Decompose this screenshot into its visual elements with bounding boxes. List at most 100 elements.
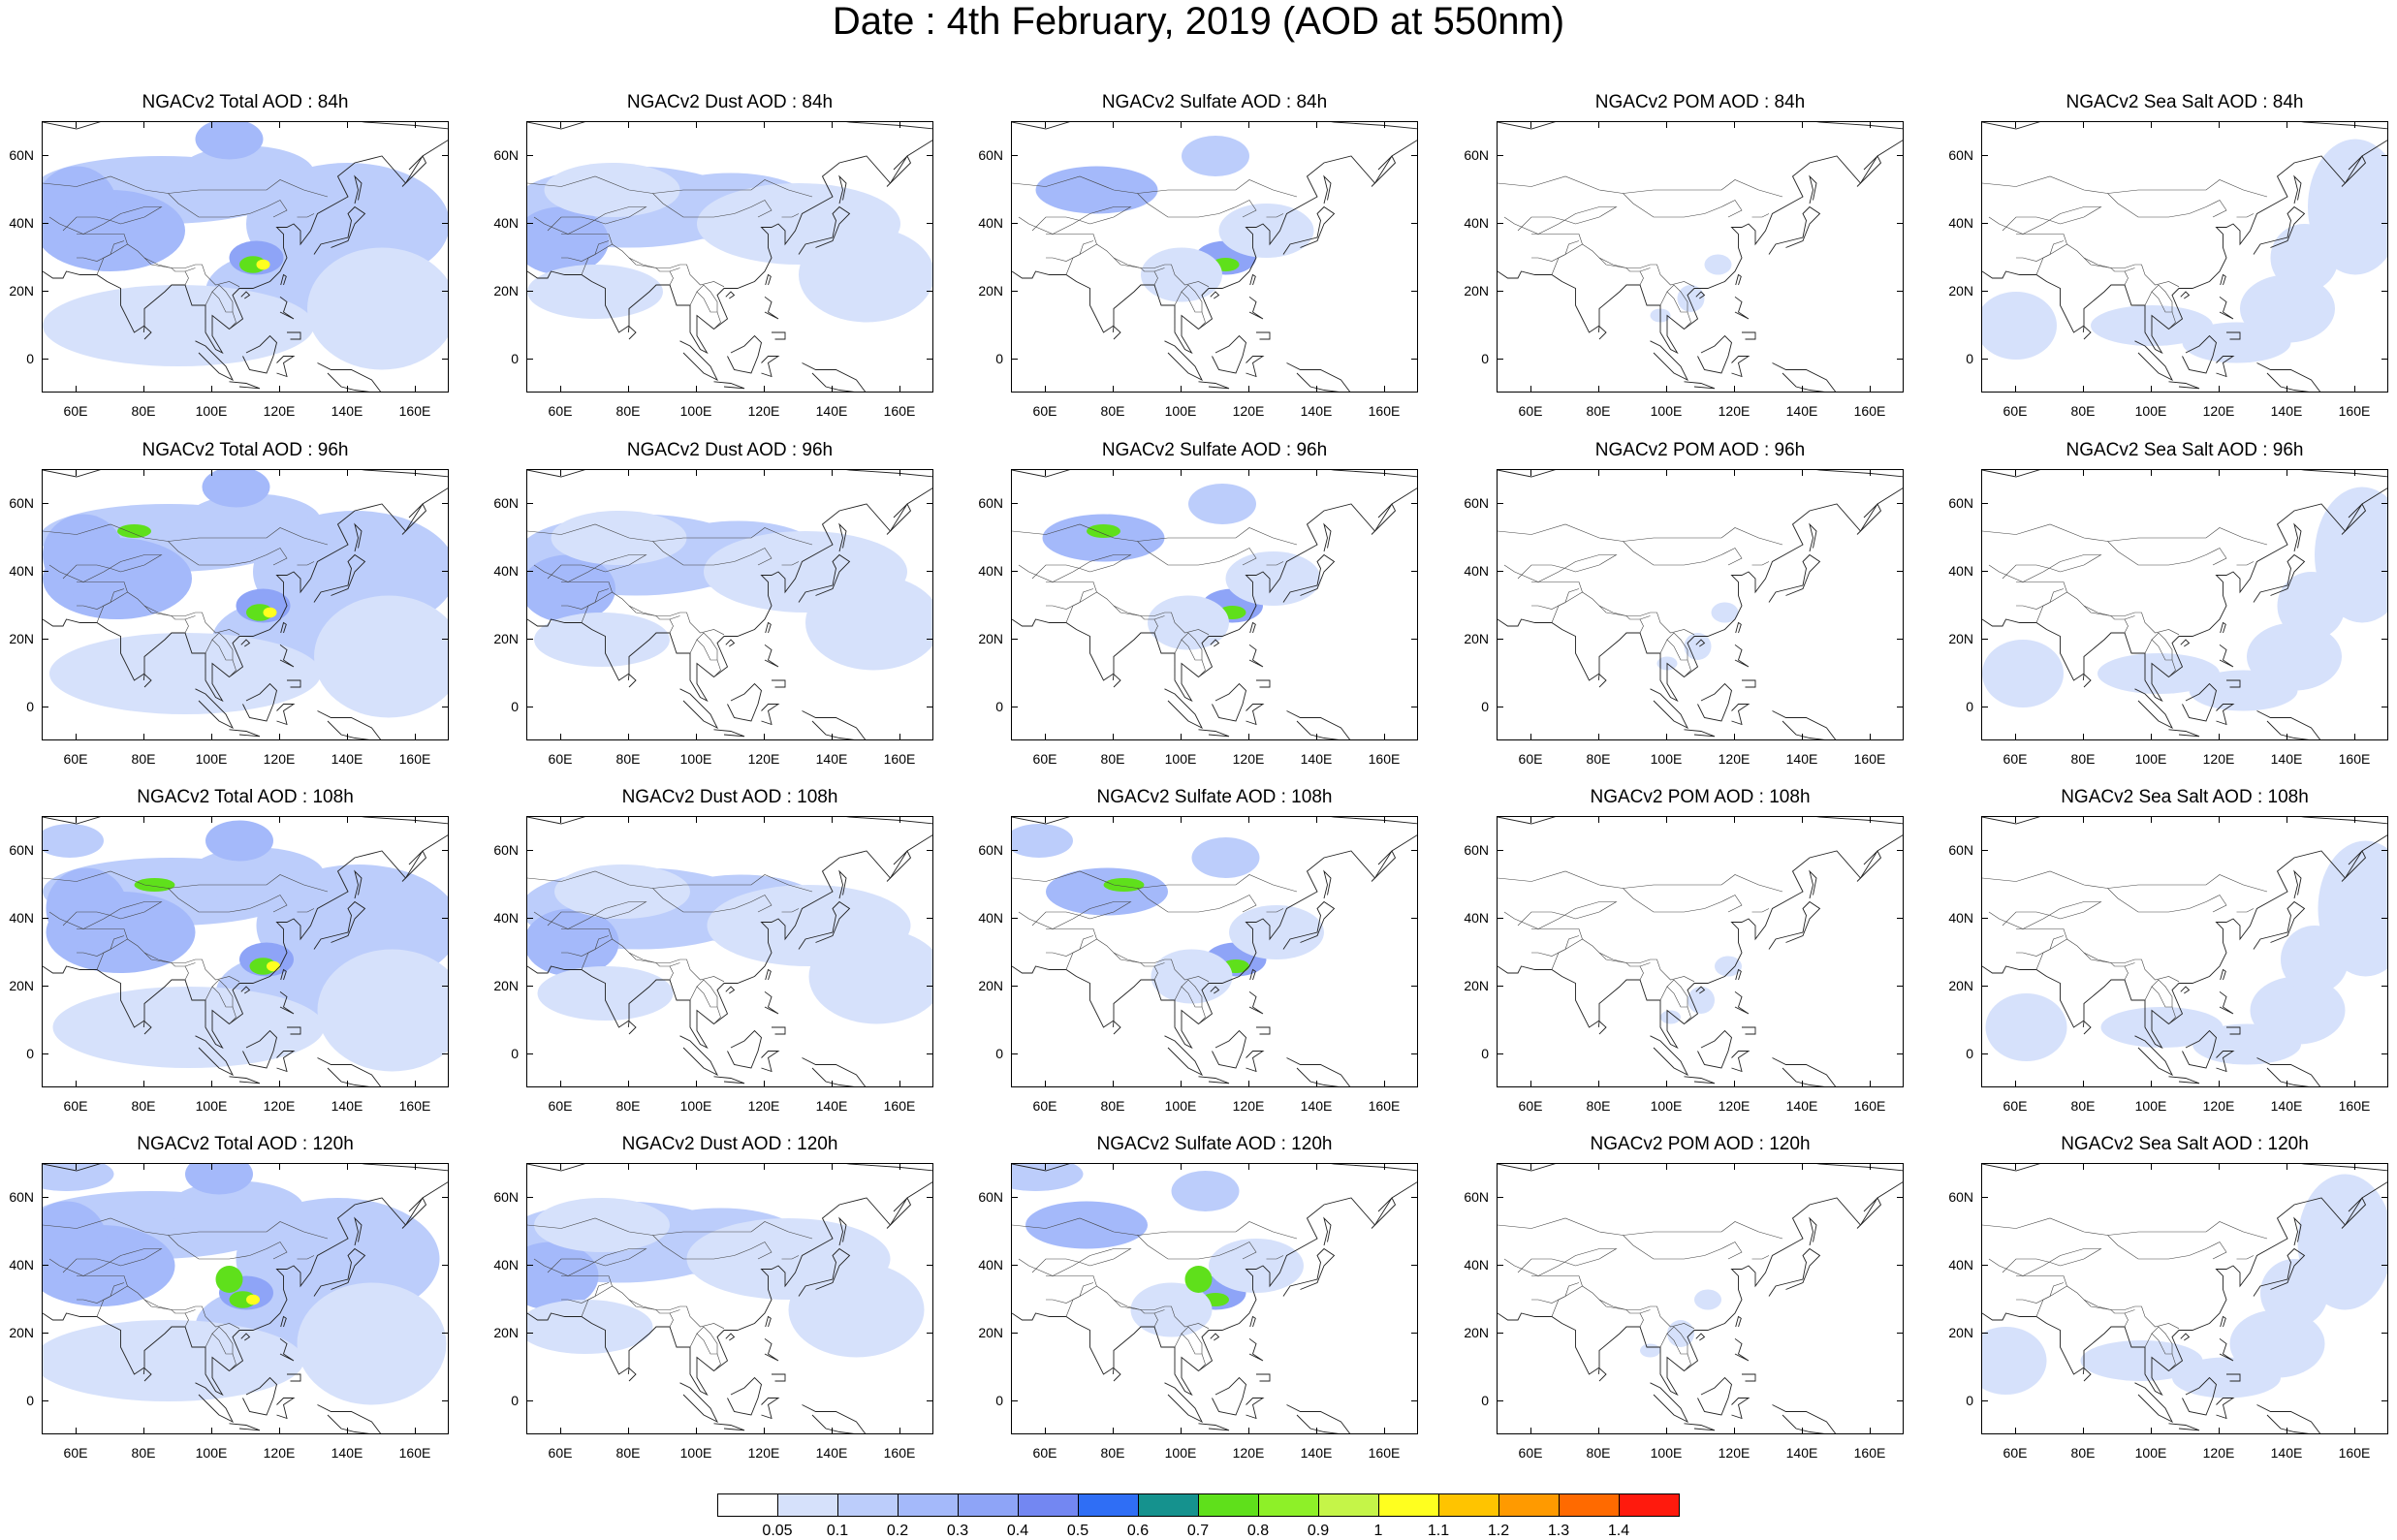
- lat-tick-label: 20N: [1464, 978, 1489, 993]
- lon-tick-label: 160E: [398, 403, 431, 419]
- country-border: [1551, 243, 1583, 275]
- lon-tick-label: 60E: [63, 751, 88, 767]
- lon-tick-label: 120E: [1232, 1098, 1265, 1114]
- coastline: [886, 850, 912, 882]
- country-border: [43, 523, 329, 546]
- country-border: [527, 1217, 813, 1240]
- lon-tick: [1384, 816, 1385, 823]
- lat-tick: [1497, 223, 1503, 224]
- lon-tick: [1248, 121, 1249, 128]
- lon-tick: [1045, 1081, 1046, 1087]
- aod-field: [1229, 905, 1324, 959]
- coastline: [679, 340, 719, 382]
- lon-tick: [1734, 121, 1735, 128]
- lat-tick: [442, 1265, 449, 1266]
- lon-tick-label: 60E: [2003, 1445, 2028, 1461]
- coastline: [2082, 1020, 2092, 1035]
- lon-tick: [2015, 469, 2016, 476]
- coastline: [772, 331, 786, 340]
- country-border: [696, 632, 718, 660]
- coastline: [1650, 340, 1689, 382]
- coastline: [838, 869, 847, 899]
- country-border: [2083, 1299, 2125, 1314]
- lat-tick-label: 40N: [1948, 1257, 1973, 1273]
- lat-tick: [1411, 155, 1418, 156]
- lon-tick: [2015, 121, 2016, 128]
- panel-title: NGACv2 Sea Salt AOD : 108h: [2061, 787, 2309, 807]
- lat-tick-label: 20N: [9, 978, 34, 993]
- coastline: [725, 1333, 736, 1341]
- country-border: [77, 234, 240, 288]
- coastline: [317, 1057, 382, 1086]
- lat-tick: [1981, 503, 1988, 504]
- map-canvas: [43, 817, 448, 1086]
- lon-tick-label: 80E: [2070, 751, 2096, 767]
- lat-tick: [2381, 359, 2388, 360]
- colorbar-label: 0.7: [1186, 1523, 1210, 1539]
- lat-tick-label: 40N: [1948, 563, 1973, 579]
- country-border: [1018, 901, 1132, 929]
- coastline: [287, 1373, 301, 1382]
- colorbar-swatch: [898, 1493, 959, 1517]
- coastline: [1210, 291, 1220, 299]
- country-border: [533, 1248, 647, 1276]
- aod-field: [554, 864, 690, 919]
- lat-tick: [2381, 1265, 2388, 1266]
- country-border: [184, 615, 196, 634]
- lat-tick: [1497, 155, 1503, 156]
- coastline: [2341, 1197, 2367, 1229]
- aod-field: [2281, 926, 2349, 993]
- lon-tick: [1802, 386, 1803, 393]
- lat-tick: [42, 1197, 48, 1198]
- aod-field: [1225, 551, 1321, 606]
- coastline: [142, 1367, 152, 1382]
- country-border: [1498, 870, 1783, 893]
- lon-tick: [1316, 121, 1317, 128]
- lat-tick: [927, 986, 933, 987]
- aod-field: [527, 265, 663, 319]
- lon-tick: [279, 734, 280, 740]
- lat-tick-label: 40N: [978, 563, 1003, 579]
- lon-tick-label: 160E: [883, 403, 916, 419]
- country-border: [2151, 979, 2173, 1007]
- coastline: [1697, 1376, 1732, 1416]
- lat-tick: [1897, 1197, 1904, 1198]
- coastline: [2220, 621, 2226, 634]
- lat-tick: [1897, 359, 1904, 360]
- panel-title: NGACv2 Dust AOD : 96h: [626, 440, 834, 460]
- country-border: [2151, 632, 2173, 660]
- panel-title: NGACv2 Total AOD : 96h: [142, 440, 349, 460]
- lat-tick: [1981, 1333, 1988, 1334]
- coastline: [279, 644, 295, 668]
- coastline: [1856, 1197, 1882, 1229]
- country-border: [1517, 911, 1576, 927]
- lat-tick: [927, 359, 933, 360]
- country-border: [43, 1217, 329, 1240]
- aod-field: [185, 1164, 253, 1195]
- lat-tick-label: 0: [511, 351, 519, 366]
- lon-tick: [2015, 1081, 2016, 1087]
- coastline: [1249, 621, 1256, 634]
- coastline: [2168, 1076, 2200, 1084]
- country-border: [689, 1333, 721, 1371]
- coastline: [798, 1247, 851, 1297]
- country-border: [77, 928, 240, 983]
- lon-tick: [1113, 386, 1114, 393]
- country-border: [689, 291, 721, 330]
- lon-tick: [899, 734, 900, 740]
- lat-tick-label: 0: [1481, 351, 1489, 366]
- country-border: [1623, 193, 1743, 218]
- coastline: [287, 679, 301, 688]
- country-border: [1012, 175, 1298, 198]
- lon-tick-label: 140E: [815, 1098, 848, 1114]
- country-border: [1046, 588, 1094, 610]
- lon-tick: [1870, 386, 1871, 393]
- lat-tick: [927, 1333, 933, 1334]
- panel-title: NGACv2 Dust AOD : 120h: [621, 1134, 838, 1154]
- lon-tick: [76, 816, 77, 823]
- lat-tick-label: 20N: [493, 283, 519, 299]
- lat-tick: [1981, 986, 1988, 987]
- lon-tick: [76, 1163, 77, 1170]
- coastline: [2180, 291, 2191, 299]
- lat-tick: [2381, 1197, 2388, 1198]
